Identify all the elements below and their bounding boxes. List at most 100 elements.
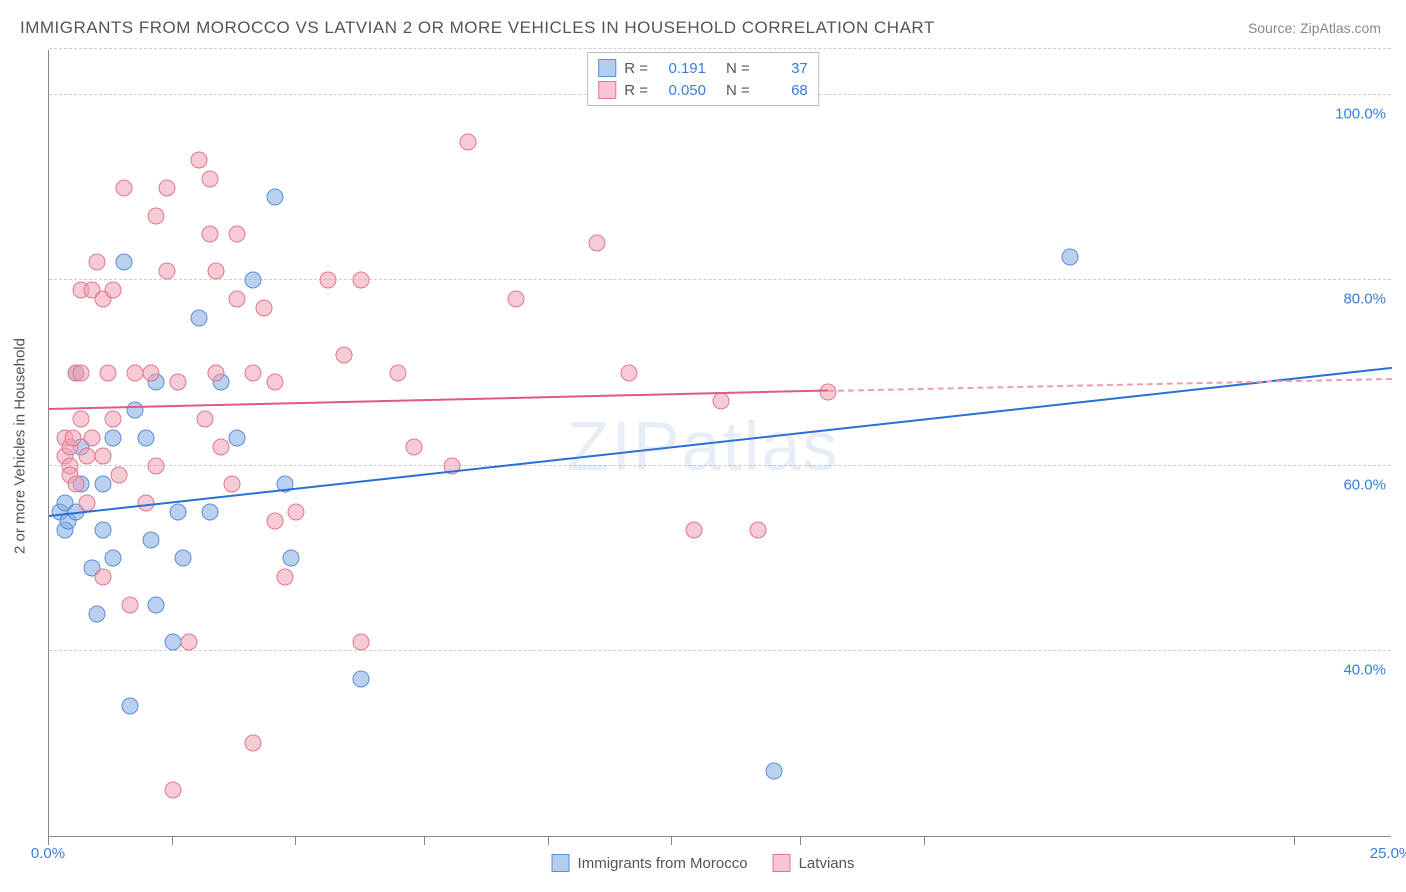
data-point — [266, 189, 283, 206]
data-point — [266, 374, 283, 391]
data-point — [164, 633, 181, 650]
data-point — [116, 253, 133, 270]
data-point — [148, 207, 165, 224]
data-point — [1061, 249, 1078, 266]
data-point — [78, 448, 95, 465]
data-point — [196, 411, 213, 428]
data-point — [229, 429, 246, 446]
legend-series: Immigrants from Morocco Latvians — [552, 854, 855, 872]
x-tick — [924, 837, 925, 845]
trend-line — [49, 366, 1392, 516]
data-point — [202, 503, 219, 520]
legend-swatch — [598, 81, 616, 99]
data-point — [175, 550, 192, 567]
legend-swatch — [773, 854, 791, 872]
data-point — [89, 605, 106, 622]
data-point — [73, 365, 90, 382]
data-point — [83, 429, 100, 446]
legend-label: Latvians — [799, 855, 855, 872]
data-point — [94, 522, 111, 539]
data-point — [116, 179, 133, 196]
data-point — [245, 365, 262, 382]
x-tick-label: 25.0% — [1370, 845, 1406, 862]
x-tick — [295, 837, 296, 845]
data-point — [508, 291, 525, 308]
data-point — [180, 633, 197, 650]
data-point — [712, 392, 729, 409]
data-point — [100, 365, 117, 382]
data-point — [685, 522, 702, 539]
data-point — [105, 429, 122, 446]
n-value: 37 — [758, 60, 808, 77]
data-point — [105, 411, 122, 428]
data-point — [121, 596, 138, 613]
y-tick-label: 80.0% — [1343, 291, 1386, 308]
gridline — [49, 465, 1391, 466]
legend-label: Immigrants from Morocco — [578, 855, 748, 872]
x-tick — [48, 837, 49, 845]
data-point — [159, 179, 176, 196]
legend-item: Immigrants from Morocco — [552, 854, 748, 872]
gridline — [49, 48, 1391, 49]
n-label: N = — [726, 60, 750, 77]
data-point — [191, 152, 208, 169]
data-point — [390, 365, 407, 382]
plot-area — [48, 50, 1391, 837]
data-point — [255, 300, 272, 317]
data-point — [202, 170, 219, 187]
trend-line — [828, 378, 1392, 392]
data-point — [245, 735, 262, 752]
data-point — [223, 476, 240, 493]
data-point — [212, 439, 229, 456]
data-point — [406, 439, 423, 456]
data-point — [282, 550, 299, 567]
data-point — [750, 522, 767, 539]
x-tick — [548, 837, 549, 845]
y-tick-label: 40.0% — [1343, 661, 1386, 678]
y-tick-label: 100.0% — [1335, 106, 1386, 123]
data-point — [126, 365, 143, 382]
data-point — [143, 365, 160, 382]
data-point — [202, 226, 219, 243]
legend-correlation: R = 0.191 N = 37 R =0.050N =68 — [587, 52, 819, 106]
legend-item: Latvians — [773, 854, 855, 872]
r-label: R = — [624, 60, 648, 77]
n-label: N = — [726, 82, 750, 99]
x-tick — [1294, 837, 1295, 845]
r-value: 0.191 — [656, 60, 706, 77]
data-point — [320, 272, 337, 289]
data-point — [164, 781, 181, 798]
data-point — [460, 133, 477, 150]
data-point — [766, 763, 783, 780]
data-point — [89, 253, 106, 270]
data-point — [352, 272, 369, 289]
data-point — [148, 457, 165, 474]
data-point — [121, 698, 138, 715]
legend-swatch — [552, 854, 570, 872]
data-point — [191, 309, 208, 326]
data-point — [65, 429, 82, 446]
data-point — [126, 402, 143, 419]
y-tick-label: 60.0% — [1343, 476, 1386, 493]
data-point — [352, 633, 369, 650]
data-point — [169, 503, 186, 520]
data-point — [588, 235, 605, 252]
data-point — [137, 429, 154, 446]
data-point — [94, 448, 111, 465]
data-point — [245, 272, 262, 289]
data-point — [110, 466, 127, 483]
data-point — [336, 346, 353, 363]
data-point — [277, 568, 294, 585]
data-point — [288, 503, 305, 520]
legend-stat-row: R =0.050N =68 — [598, 79, 808, 101]
data-point — [67, 476, 84, 493]
data-point — [159, 263, 176, 280]
data-point — [621, 365, 638, 382]
data-point — [105, 550, 122, 567]
data-point — [352, 670, 369, 687]
legend-swatch — [598, 59, 616, 77]
source-label: Source: ZipAtlas.com — [1248, 20, 1381, 36]
data-point — [207, 263, 224, 280]
x-tick-label: 0.0% — [31, 845, 65, 862]
data-point — [73, 411, 90, 428]
